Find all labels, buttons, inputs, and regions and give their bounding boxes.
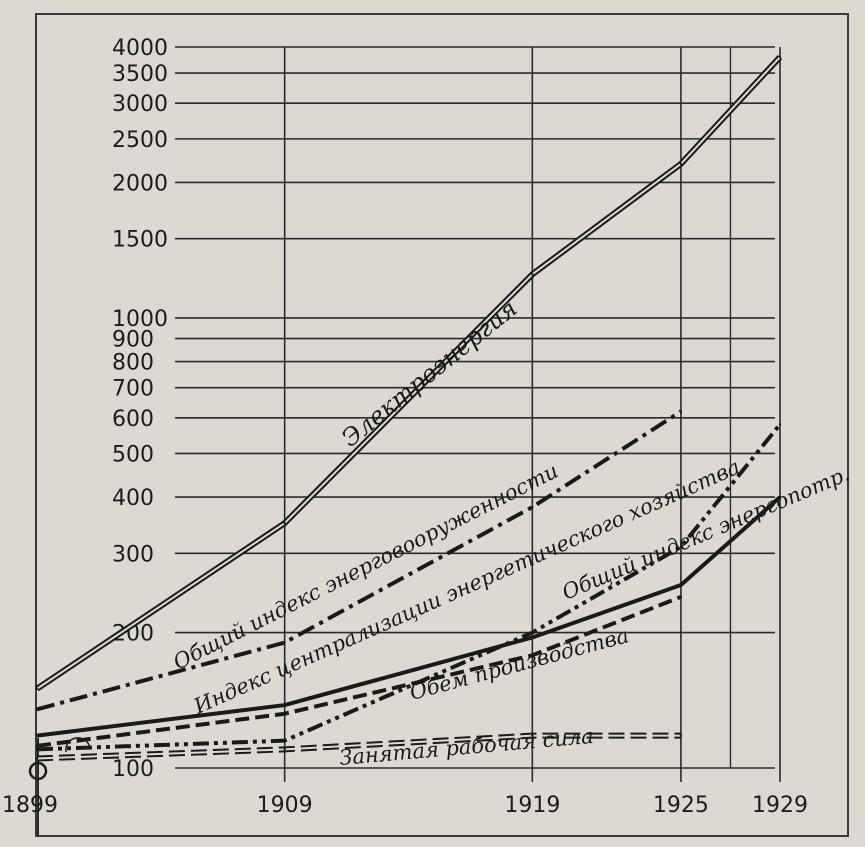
y-tick-label: 3500 xyxy=(112,62,168,87)
chart-frame xyxy=(35,13,849,837)
data-point xyxy=(283,521,286,525)
data-point xyxy=(283,712,286,715)
y-tick-label: 800 xyxy=(112,351,154,376)
y-tick-label: 1500 xyxy=(112,228,168,253)
series-line xyxy=(36,423,782,752)
x-tick-label: 1925 xyxy=(653,793,709,818)
data-point xyxy=(35,734,39,737)
data-point xyxy=(679,595,683,599)
data-point xyxy=(283,703,286,707)
y-tick-label: 100 xyxy=(112,757,154,782)
y-tick-label: 1000 xyxy=(112,307,168,332)
data-point xyxy=(35,744,39,748)
x-tick-label: 1919 xyxy=(504,793,560,818)
data-point xyxy=(778,495,782,499)
data-point xyxy=(679,162,683,166)
series-line xyxy=(36,734,681,760)
y-tick-label: 4000 xyxy=(112,36,168,61)
data-point xyxy=(679,545,683,549)
y-tick-label: 900 xyxy=(112,328,154,353)
data-point xyxy=(531,505,534,509)
data-point xyxy=(679,410,683,413)
data-point xyxy=(283,748,286,751)
data-point xyxy=(679,583,683,587)
series-2 xyxy=(35,423,782,752)
y-tick-label: 2500 xyxy=(112,128,168,153)
y-axis-ticks: 1002003004005006007008009001000150020002… xyxy=(112,36,168,782)
series-1 xyxy=(35,409,683,712)
series-0 xyxy=(35,54,783,692)
y-tick-label: 300 xyxy=(112,542,154,567)
gridlines xyxy=(37,46,781,836)
x-axis-ticks: 1899 1909 1919 1925 1929 xyxy=(2,793,808,818)
y-tick-label: 700 xyxy=(112,377,154,402)
x-tick-label: 1909 xyxy=(257,793,313,818)
data-point xyxy=(531,734,534,737)
data-point xyxy=(35,748,39,751)
data-point xyxy=(531,631,534,634)
data-point xyxy=(679,734,683,737)
data-point xyxy=(778,55,782,59)
series-line xyxy=(36,595,682,748)
data-point xyxy=(283,739,286,742)
data-point xyxy=(531,654,534,657)
data-point xyxy=(778,423,782,426)
data-point xyxy=(35,708,39,711)
series-4 xyxy=(35,595,683,748)
label-workforce: Занятая рабочая сила xyxy=(338,724,594,770)
origin-circle-icon xyxy=(28,761,48,781)
series-line xyxy=(36,409,683,712)
data-point xyxy=(531,273,534,276)
y-tick-label: 2000 xyxy=(112,171,168,196)
data-point xyxy=(35,757,39,760)
y-tick-label: 3000 xyxy=(112,92,168,117)
y-tick-label: 400 xyxy=(112,486,154,511)
series-3 xyxy=(35,495,782,738)
series-5 xyxy=(35,732,683,762)
x-tick-label: 1899 xyxy=(2,793,58,818)
data-point xyxy=(531,636,534,639)
y-tick-label: 500 xyxy=(112,442,154,467)
x-tick-label: 1929 xyxy=(752,793,808,818)
data-point xyxy=(35,687,39,690)
series-lines xyxy=(35,54,783,762)
pencil-mark-icon xyxy=(65,737,91,753)
y-tick-label: 600 xyxy=(112,407,154,432)
data-point xyxy=(283,641,286,644)
